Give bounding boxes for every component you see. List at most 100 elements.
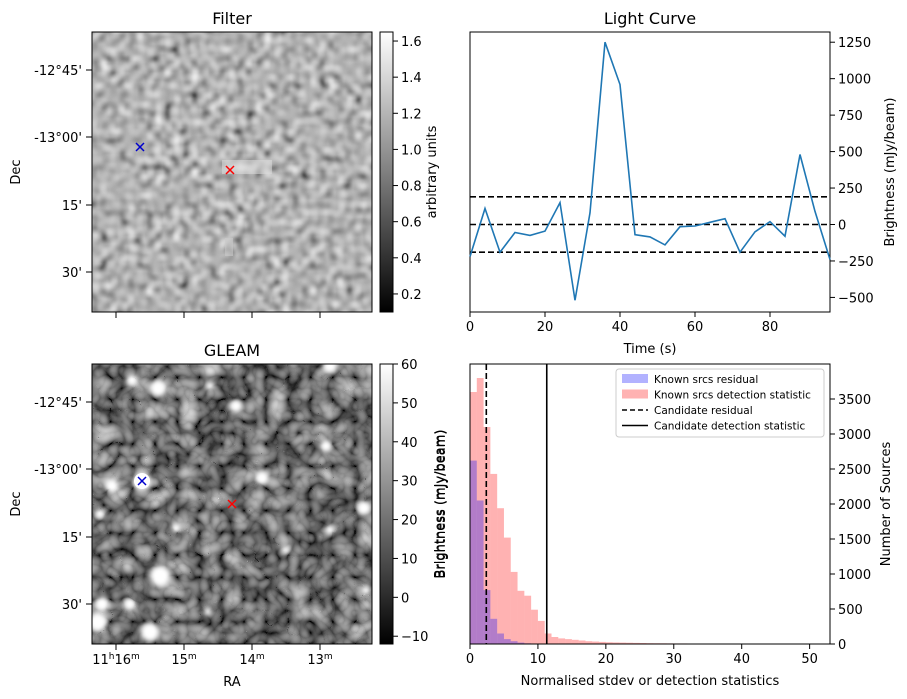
x-tick-label: 40: [733, 652, 750, 667]
histogram-bar: [578, 640, 586, 644]
known-source-marker: [135, 142, 145, 152]
histogram-bar: [503, 537, 511, 644]
gleam-ylabel: Dec: [9, 491, 24, 516]
histogram-bar: [599, 641, 606, 644]
dec-tick-label: -12°45': [34, 64, 82, 79]
dec-tick-label: -13°00': [34, 131, 82, 146]
light-curve-title: Light Curve: [604, 9, 696, 28]
histogram-bar: [510, 641, 518, 644]
histogram-bar: [605, 642, 613, 644]
filter-dec-ticks: -12°45' -13°00' 15' 30': [34, 64, 92, 281]
histogram-bar: [544, 633, 552, 644]
light-curve-line: [469, 41, 831, 301]
legend-entry: Known srcs residual: [654, 374, 758, 386]
y-tick-label: 1000: [838, 73, 871, 88]
filter-ra-ticks: [115, 312, 321, 318]
gleam-title: GLEAM: [204, 341, 260, 360]
x-tick-label: 40: [612, 320, 629, 335]
light-curve-frame: [469, 31, 831, 313]
colorbar-tick-label: 10: [401, 552, 418, 567]
x-tick-label: 20: [537, 320, 554, 335]
filter-colorbar-ticks: 0.2 0.4 0.6 0.8 1.0 1.2 1.4 1.6: [393, 35, 422, 303]
histogram-bar: [517, 642, 525, 644]
histogram-bar: [476, 500, 484, 644]
histogram-legend: Known srcs residual Known srcs detection …: [615, 368, 825, 438]
colorbar-tick-label: 20: [401, 514, 418, 529]
filter-frame: [91, 31, 373, 313]
histogram-bar: [503, 639, 511, 644]
histogram-bar: [476, 378, 484, 644]
y-tick-label: 750: [838, 109, 863, 124]
y-tick-label: 3000: [838, 428, 871, 443]
gleam-ra-ticks: 11h16m 15m 14m 13m: [92, 644, 333, 668]
histogram-bar: [470, 460, 477, 644]
gleam-markers: [134, 473, 237, 509]
histogram-bar: [592, 641, 600, 644]
colorbar-tick-label: 50: [401, 397, 418, 412]
ra-tick-label: 14m: [239, 652, 264, 668]
dec-tick-label: -13°00': [34, 463, 82, 478]
x-tick-label: 80: [762, 320, 779, 335]
colorbar-tick-label: 0: [401, 591, 409, 606]
y-tick-label: 0: [838, 638, 846, 653]
gleam-dec-ticks: -12°45' -13°00' 15' 30': [34, 396, 92, 613]
filter-colorbar: [379, 31, 394, 313]
filter-colorbar-label: arbitrary units: [425, 125, 440, 218]
y-tick-label: 1000: [838, 568, 871, 583]
colorbar-tick-label: 1.0: [401, 143, 422, 158]
colorbar-tick-label: 0.2: [401, 288, 422, 303]
histogram-ylabel-right: Number of Sources: [879, 442, 894, 567]
colorbar-tick-label: 30: [401, 475, 418, 490]
histogram-bar: [531, 609, 538, 644]
gleam-panel: GLEAM -12°45' -13°00' 15' 30' 11h16m 15m: [9, 341, 448, 690]
colorbar-tick-label: 0.4: [401, 252, 422, 267]
ra-tick-label: 13m: [307, 652, 332, 668]
colorbar-tick-label: 1.6: [401, 35, 422, 50]
legend-entry: Candidate detection statistic: [654, 421, 806, 433]
histogram-xlabel: Normalised stdev or detection statistics: [521, 674, 780, 689]
y-tick-label: 3500: [838, 393, 871, 408]
known-source-marker: [137, 476, 147, 486]
candidate-marker-stroke: [225, 165, 235, 175]
dec-tick-label: -12°45': [34, 396, 82, 411]
histogram-bar: [537, 620, 545, 644]
histogram-bar: [517, 590, 525, 644]
dec-tick-label: 15': [62, 531, 82, 546]
x-tick-label: 0: [466, 652, 474, 667]
colorbar-tick-label: 0.8: [401, 180, 422, 195]
histogram-bar: [490, 618, 498, 644]
histogram-bar: [490, 473, 498, 644]
histogram-bar: [612, 642, 620, 644]
histogram-bar: [551, 637, 559, 644]
y-tick-label: 1250: [838, 36, 871, 51]
histogram-panel: Normalised stdev or detection statistics…: [434, 363, 894, 689]
y-tick-label: 2500: [838, 463, 871, 478]
histogram-bar: [470, 392, 477, 644]
colorbar-tick-label: −10: [401, 630, 428, 645]
gleam-colorbar-label: Brightness (mJy/beam): [433, 430, 448, 579]
candidate-marker: [225, 165, 235, 175]
y-tick-label: 2000: [838, 498, 871, 513]
legend-entry: Candidate residual: [654, 405, 753, 417]
light-curve-xlabel: Time (s): [623, 342, 677, 357]
filter-ylabel: Dec: [9, 159, 24, 184]
known-source-marker-stroke: [135, 142, 145, 152]
histogram-bar: [633, 642, 640, 644]
filter-title: Filter: [212, 9, 252, 28]
histogram-ylabel-left: Brightness (mJy/beam): [434, 430, 449, 579]
histogram-bar: [510, 571, 518, 644]
legend-entry: Known srcs detection statistic: [654, 390, 811, 402]
histogram-bar: [571, 639, 579, 644]
x-tick-label: 50: [801, 652, 818, 667]
ra-tick-label: 11h16m: [92, 652, 140, 668]
filter-markers: [135, 142, 235, 175]
dec-tick-label: 15': [62, 199, 82, 214]
gleam-xlabel: RA: [223, 675, 241, 690]
colorbar-tick-label: 1.4: [401, 71, 422, 86]
x-tick-label: 10: [530, 652, 547, 667]
colorbar-tick-label: 0.6: [401, 216, 422, 231]
histogram-bar: [585, 641, 593, 644]
gleam-image: [92, 364, 372, 644]
x-tick-label: 20: [598, 652, 615, 667]
